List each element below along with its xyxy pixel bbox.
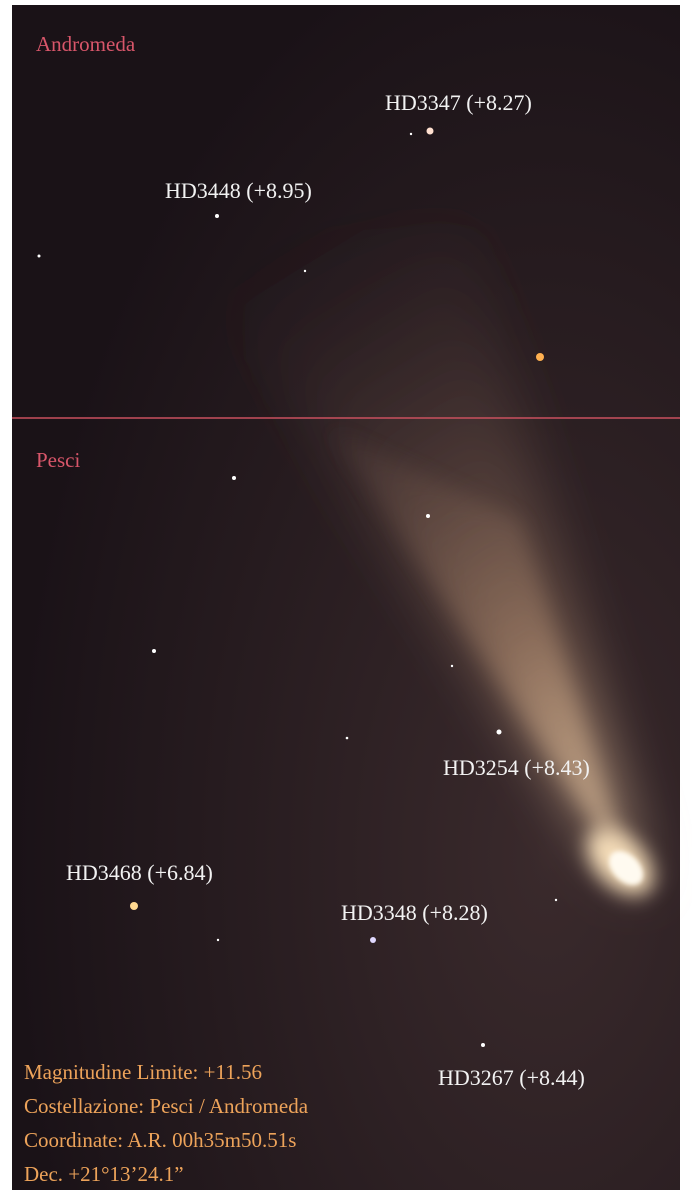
star (38, 255, 41, 258)
star (497, 730, 502, 735)
star (217, 939, 219, 941)
sky (12, 5, 680, 1190)
star (410, 133, 412, 135)
info-line: Magnitudine Limite: +11.56 (24, 1062, 262, 1083)
star-label: HD3448 (+8.95) (165, 180, 312, 202)
star (152, 649, 156, 653)
star (304, 270, 306, 272)
info-line: Coordinate: A.R. 00h35m50.51s (24, 1130, 296, 1151)
star (130, 902, 138, 910)
sky-image (0, 0, 692, 1193)
star (481, 1043, 485, 1047)
star (232, 476, 236, 480)
star-label: HD3468 (+6.84) (66, 862, 213, 884)
star (427, 128, 434, 135)
star (346, 737, 349, 740)
star (451, 665, 453, 667)
star (555, 899, 557, 901)
star (370, 937, 376, 943)
star-label: HD3347 (+8.27) (385, 92, 532, 114)
info-line: Dec. +21°13’24.1” (24, 1164, 184, 1185)
constellation-label: Pesci (36, 450, 80, 471)
photo: Andromeda Pesci HD3347 (+8.27) HD3448 (+… (0, 0, 692, 1193)
star (215, 214, 219, 218)
star-label: HD3267 (+8.44) (438, 1067, 585, 1089)
star-label: HD3254 (+8.43) (443, 757, 590, 779)
star-label: HD3348 (+8.28) (341, 902, 488, 924)
info-line: Costellazione: Pesci / Andromeda (24, 1096, 308, 1117)
constellation-label: Andromeda (36, 34, 135, 55)
star (536, 353, 544, 361)
star (426, 514, 430, 518)
